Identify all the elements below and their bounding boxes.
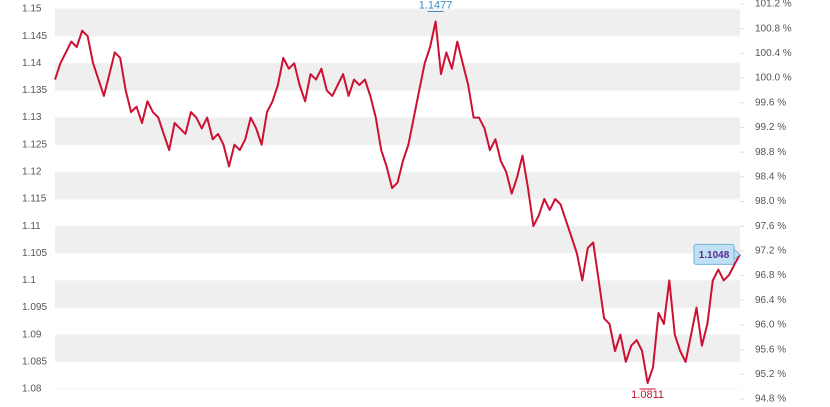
y2-tick-label: 99.6 % — [755, 97, 786, 108]
y2-tick-label: 100.8 % — [755, 23, 792, 34]
y-tick-label: 1.105 — [22, 248, 47, 259]
y-tick-label: 1.1 — [22, 275, 36, 286]
y2-tick-label: 98.4 % — [755, 171, 786, 182]
grid-band — [55, 171, 740, 199]
y2-tick-label: 97.6 % — [755, 221, 786, 232]
y2-tick-label: 97.2 % — [755, 246, 786, 257]
y-tick-label: 1.145 — [22, 31, 47, 42]
y2-tick-label: 99.2 % — [755, 122, 786, 133]
y2-tick-label: 96.4 % — [755, 295, 786, 306]
value-box-pointer — [733, 248, 741, 261]
y-tick-label: 1.11 — [22, 221, 41, 232]
y-tick-label: 1.13 — [22, 112, 42, 123]
y2-tick-label: 95.2 % — [755, 369, 786, 380]
y-tick-label: 1.125 — [22, 139, 47, 150]
y2-tick-label: 96.8 % — [755, 270, 786, 281]
y2-tick-label: 98.8 % — [755, 147, 786, 158]
y2-tick-label: 94.8 % — [755, 394, 786, 405]
y-tick-label: 1.12 — [22, 166, 42, 177]
y2-tick-label: 98.0 % — [755, 196, 786, 207]
y2-tick-label: 100.4 % — [755, 48, 792, 59]
grid-band — [55, 9, 740, 37]
y2-tick-label: 100.0 % — [755, 73, 792, 84]
y2-tick-label: 95.6 % — [755, 344, 786, 355]
y-tick-label: 1.14 — [22, 58, 42, 69]
y-tick-label: 1.095 — [22, 302, 47, 313]
grid-band — [55, 226, 740, 254]
grid-band — [55, 117, 740, 145]
y-tick-label: 1.15 — [22, 4, 42, 15]
line-series — [54, 20, 741, 384]
grid-band — [55, 63, 740, 91]
grid-band — [55, 334, 740, 362]
y-tick-label: 1.085 — [22, 356, 47, 367]
y-tick-label: 1.09 — [22, 329, 42, 340]
annotation-label: 1.0811 — [631, 389, 664, 401]
y2-tick-label: 101.2 % — [755, 0, 792, 10]
y-tick-label: 1.08 — [22, 384, 42, 395]
grid-band — [55, 280, 740, 308]
annotation-label: 1.1477 — [419, 0, 453, 11]
y2-tick-label: 96.0 % — [755, 320, 786, 331]
y-tick-label: 1.135 — [22, 85, 47, 96]
value-label: 1.1048 — [699, 250, 730, 261]
y-tick-label: 1.115 — [22, 194, 47, 205]
